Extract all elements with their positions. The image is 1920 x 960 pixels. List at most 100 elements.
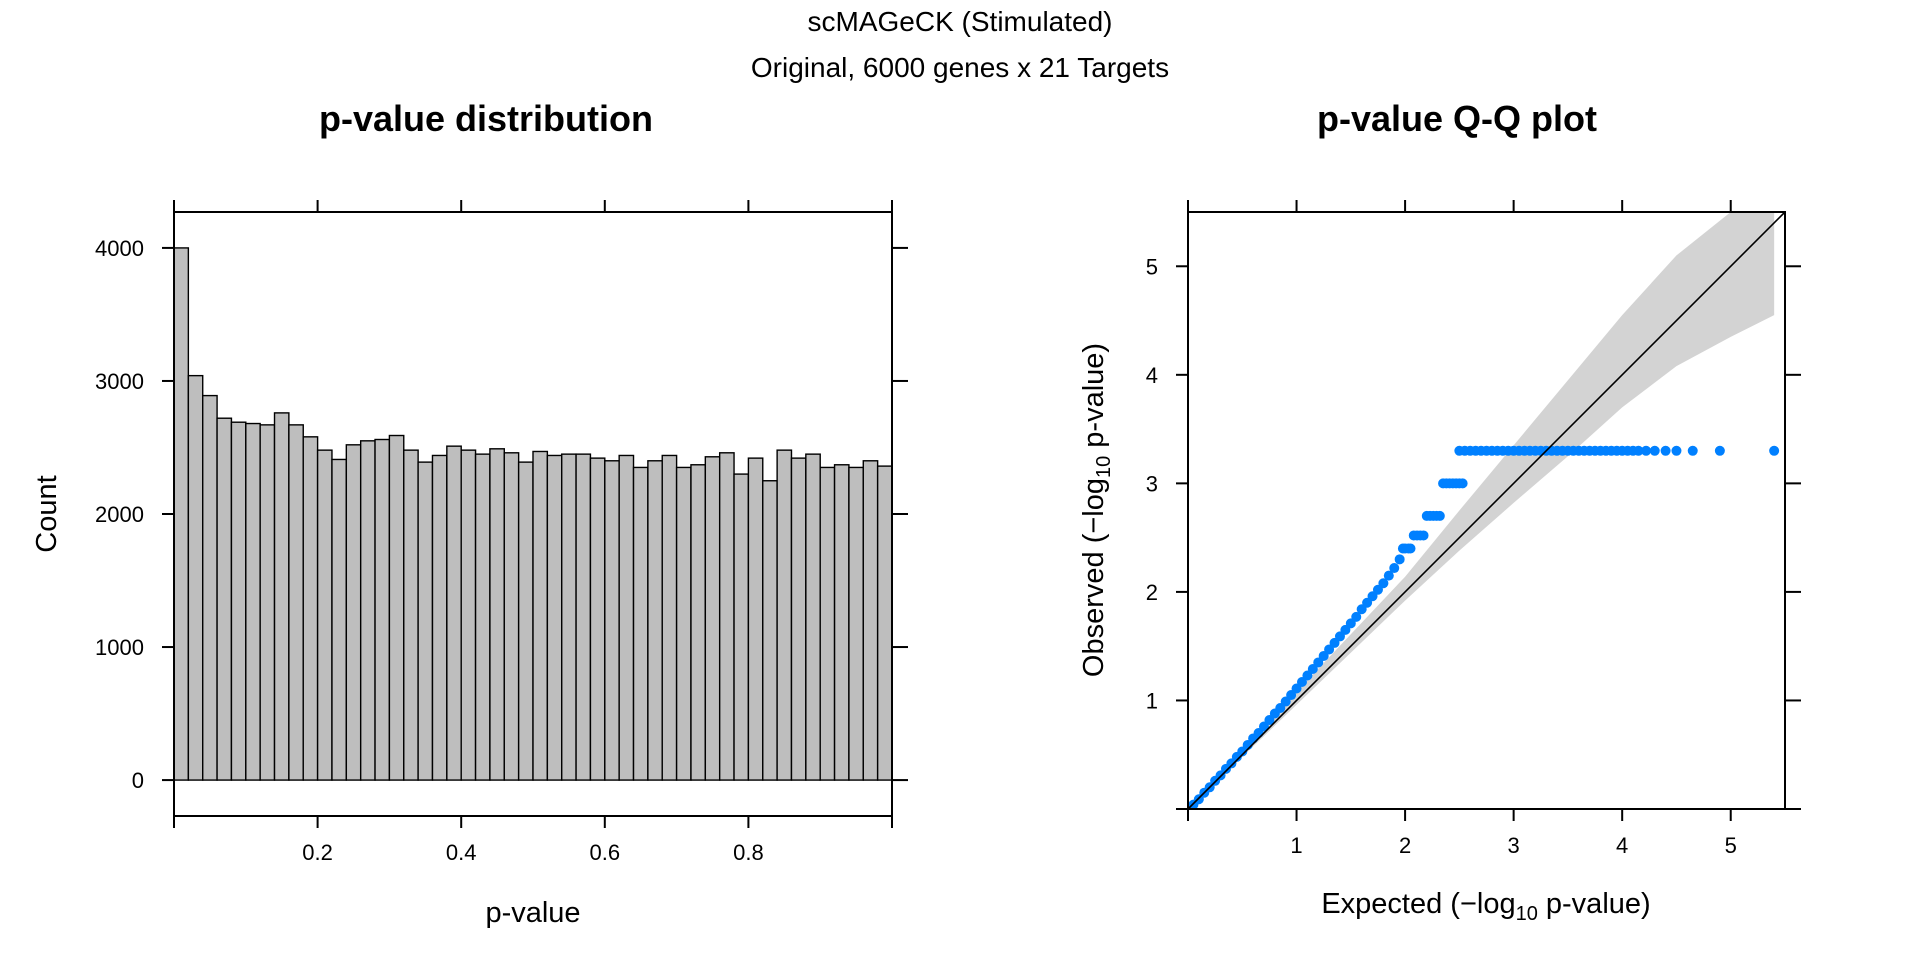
histogram-bar: [762, 480, 778, 781]
histogram-x-tick-label: 0.4: [446, 840, 477, 865]
histogram-bar: [288, 424, 304, 781]
qq-point: [1641, 445, 1652, 456]
histogram-bar: [359, 440, 376, 781]
qq-x-axis-label-log: log: [1477, 888, 1516, 920]
histogram-bar: [216, 417, 233, 781]
qq-point: [1418, 530, 1429, 541]
qq-x-axis-label-post: p-value): [1538, 888, 1651, 920]
qq-point: [1687, 445, 1698, 456]
histogram-bar: [862, 460, 879, 781]
figure-title: scMAGeCK (Stimulated): [807, 6, 1113, 37]
qq-reference-line: [1187, 211, 1786, 810]
qq-y-tick-label: 5: [1146, 254, 1158, 279]
qq-points: [1188, 445, 1780, 810]
qq-x-tick-label: 4: [1616, 833, 1628, 858]
qq-y-tick-label: 1: [1146, 688, 1158, 713]
histogram-bar: [661, 454, 678, 781]
qq-ticks: 1 2 3 4 5 1 2 3 4 5: [1146, 200, 1801, 858]
histogram-x-tick-label: 0.2: [302, 840, 333, 865]
histogram-bar: [460, 449, 477, 781]
qq-y-axis-label-minus: −: [1078, 517, 1110, 534]
histogram-x-axis-label: p-value: [485, 897, 580, 929]
histogram-x-tick-label: 0.6: [590, 840, 621, 865]
histogram-bar: [403, 449, 419, 781]
histogram-bar: [302, 436, 319, 781]
qq-point: [1394, 554, 1405, 565]
histogram-bar: [718, 452, 735, 781]
figure-subtitle: Original, 6000 genes x 21 Targets: [750, 52, 1170, 83]
histogram-bar: [733, 473, 750, 781]
qq-point: [1351, 611, 1362, 622]
histogram-bar: [833, 464, 850, 781]
histogram-bar: [704, 456, 721, 781]
histogram-bar: [575, 453, 592, 781]
qq-x-tick-label: 1: [1290, 833, 1302, 858]
qq-point: [1660, 445, 1671, 456]
histogram-chart: p-value distribution 0.2 0.4 0.6 0.8 0 1000 20…: [31, 98, 908, 929]
histogram-bar: [805, 453, 821, 781]
histogram-bar: [618, 454, 635, 781]
histogram-bar: [876, 465, 893, 781]
histogram-bar: [790, 457, 807, 781]
qq-y-tick-label: 4: [1146, 363, 1158, 388]
histogram-y-tick-label: 2000: [95, 502, 144, 527]
histogram-bar: [273, 412, 290, 781]
histogram-bar: [747, 457, 764, 781]
histogram-bar: [819, 466, 836, 781]
histogram-y-tick-label: 4000: [95, 236, 144, 261]
histogram-y-axis-label: Count: [31, 475, 63, 552]
histogram-ticks: 0.2 0.4 0.6 0.8 0 1000 2000 3000 4000: [95, 200, 908, 865]
histogram-bar: [345, 444, 362, 781]
qq-x-axis-label-minus: −: [1460, 888, 1477, 920]
qq-plot-frame: [1187, 211, 1786, 810]
histogram-y-tick-label: 3000: [95, 369, 144, 394]
histogram-bar: [431, 454, 448, 781]
qq-point: [1378, 578, 1389, 589]
histogram-bar: [489, 448, 505, 781]
qq-point: [1671, 445, 1682, 456]
qq-point: [1383, 570, 1394, 581]
qq-point: [1769, 445, 1780, 456]
qq-y-axis-label-log: log: [1078, 478, 1110, 517]
histogram-bar: [474, 453, 491, 781]
histogram-bar: [561, 453, 577, 781]
histogram-bar: [202, 394, 218, 781]
qq-x-tick-label: 5: [1725, 833, 1737, 858]
qq-plot-title: p-value Q-Q plot: [1317, 98, 1597, 139]
histogram-bar: [316, 449, 333, 781]
histogram-bar: [259, 424, 276, 781]
histogram-bar: [776, 449, 793, 781]
qq-point: [1714, 445, 1725, 456]
histogram-bar: [532, 450, 549, 781]
qq-point: [1389, 563, 1400, 574]
histogram-bar: [589, 457, 606, 781]
qq-y-axis-label-post: p-value): [1078, 343, 1110, 456]
qq-y-tick-label: 2: [1146, 580, 1158, 605]
qq-x-axis-label-sub: 10: [1516, 903, 1538, 925]
qq-point: [1457, 478, 1468, 489]
histogram-bar: [374, 438, 391, 781]
qq-y-axis-label: Observed (−log10 p-value): [1078, 343, 1115, 677]
histogram-y-tick-label: 0: [132, 768, 144, 793]
qq-y-axis-label-sub: 10: [1093, 456, 1115, 478]
histogram-bar: [503, 452, 520, 781]
qq-confidence-band: [1188, 212, 1775, 809]
qq-point: [1649, 445, 1660, 456]
histogram-bars: [173, 247, 893, 781]
qq-x-tick-label: 2: [1399, 833, 1411, 858]
histogram-y-tick-label: 1000: [95, 635, 144, 660]
histogram-bar: [546, 454, 563, 781]
histogram-bar: [632, 466, 649, 781]
qq-x-axis-label: Expected (−log10 p-value): [1321, 888, 1650, 925]
histogram-bar: [848, 466, 864, 781]
histogram-bar: [388, 434, 405, 781]
histogram-bar: [446, 445, 462, 781]
qq-point: [1434, 510, 1445, 521]
qq-x-tick-label: 3: [1508, 833, 1520, 858]
histogram-bar: [647, 460, 663, 781]
histogram-bar: [331, 458, 348, 781]
histogram-bar: [417, 461, 434, 781]
histogram-title: p-value distribution: [319, 98, 653, 139]
